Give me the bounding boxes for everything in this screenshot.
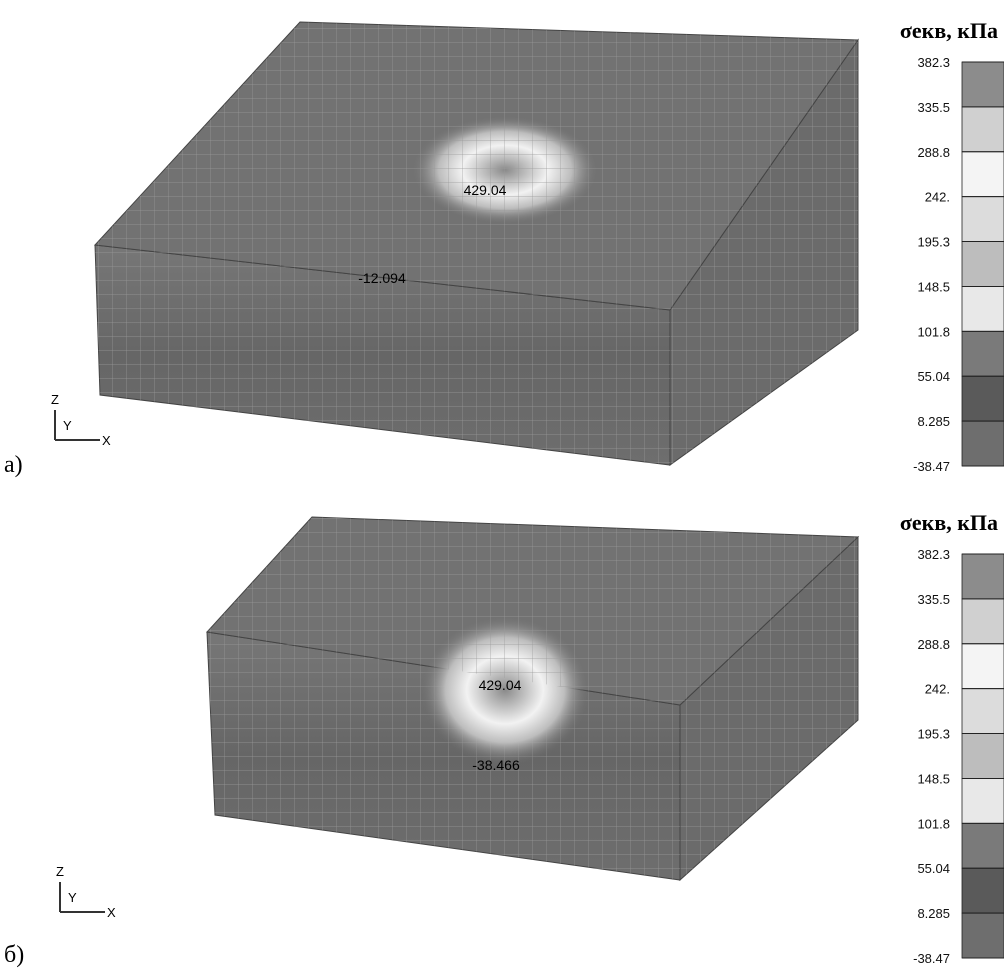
panel-label: б) xyxy=(4,942,24,968)
legend-band xyxy=(962,913,1004,958)
axis-label: Z xyxy=(51,392,59,407)
legend-band xyxy=(962,689,1004,734)
legend-band xyxy=(962,62,1004,107)
value-annotation: -38.466 xyxy=(472,757,520,773)
legend-tick-label: 382.3 xyxy=(917,55,950,70)
panel: 429.04 -12.094 ZY Xа) σекв, кПа 382.3 335.5 288… xyxy=(4,18,1004,478)
legend-band xyxy=(962,107,1004,152)
legend-band xyxy=(962,554,1004,599)
legend-title: σекв, кПа xyxy=(900,510,998,535)
legend-band xyxy=(962,242,1004,287)
legend-band xyxy=(962,823,1004,868)
legend-tick-label: 101.8 xyxy=(917,324,950,339)
value-annotation: -12.094 xyxy=(358,270,406,286)
legend-tick-label: 335.5 xyxy=(917,100,950,115)
panel: 429.04 -38.466 ZY Xб) σекв, кПа 382.3 335.5 288… xyxy=(4,510,1004,968)
legend-tick-label: 8.285 xyxy=(917,414,950,429)
legend-tick-label: 148.5 xyxy=(917,771,950,786)
legend-tick-label: 55.04 xyxy=(917,369,950,384)
value-annotation: 429.04 xyxy=(464,182,507,198)
legend-tick-label: 195.3 xyxy=(917,235,950,250)
legend-band xyxy=(962,331,1004,376)
legend-tick-label: 335.5 xyxy=(917,592,950,607)
legend-band xyxy=(962,599,1004,644)
legend-band xyxy=(962,286,1004,331)
legend-band xyxy=(962,778,1004,823)
legend-band xyxy=(962,421,1004,466)
legend-tick-label: 242. xyxy=(925,190,950,205)
legend-title: σекв, кПа xyxy=(900,18,998,43)
axis-label: X xyxy=(107,905,116,920)
legend-tick-label: 195.3 xyxy=(917,727,950,742)
legend-band xyxy=(962,734,1004,779)
axis-label: Y xyxy=(68,890,77,905)
legend-band xyxy=(962,376,1004,421)
panel-label: а) xyxy=(4,452,23,478)
legend-tick-label: 242. xyxy=(925,682,950,697)
legend-tick-label: 288.8 xyxy=(917,637,950,652)
figure: 429.04-12.094ZYXа)σекв, кПа382.3335.5288… xyxy=(0,0,1004,970)
legend-band xyxy=(962,197,1004,242)
legend-tick-label: -38.47 xyxy=(913,951,950,966)
legend-tick-label: 8.285 xyxy=(917,906,950,921)
legend-tick-label: 55.04 xyxy=(917,861,950,876)
legend-band xyxy=(962,868,1004,913)
legend-band xyxy=(962,152,1004,197)
legend-tick-label: 148.5 xyxy=(917,279,950,294)
legend-band xyxy=(962,644,1004,689)
axis-label: Z xyxy=(56,864,64,879)
legend-tick-label: 288.8 xyxy=(917,145,950,160)
axis-label: Y xyxy=(63,418,72,433)
legend-tick-label: 382.3 xyxy=(917,547,950,562)
axis-label: X xyxy=(102,433,111,448)
legend-tick-label: 101.8 xyxy=(917,816,950,831)
legend-tick-label: -38.47 xyxy=(913,459,950,474)
value-annotation: 429.04 xyxy=(479,677,522,693)
